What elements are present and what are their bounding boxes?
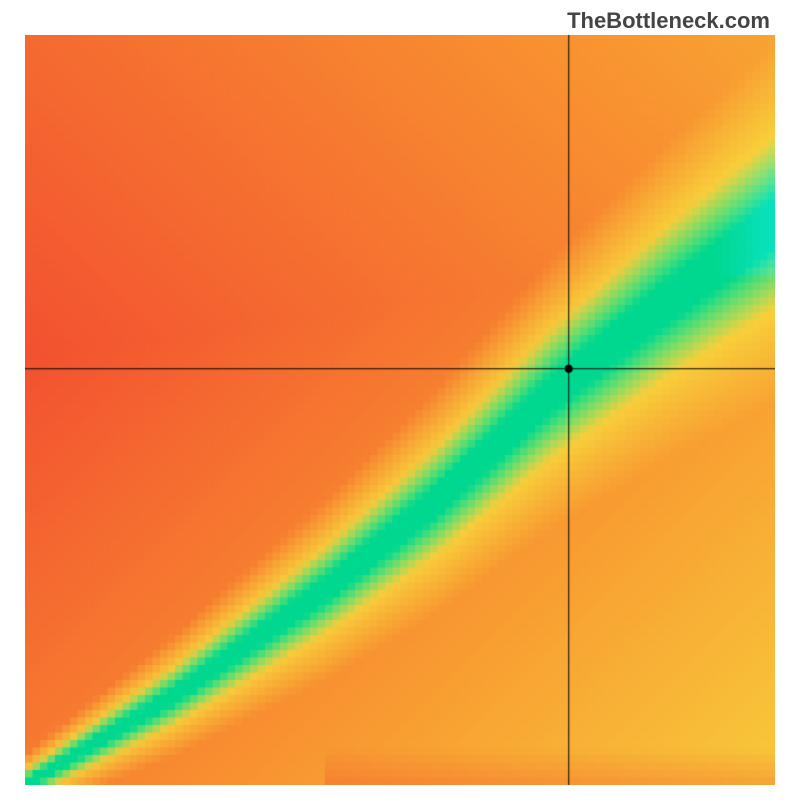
watermark-text: TheBottleneck.com — [567, 8, 770, 34]
chart-container: TheBottleneck.com — [0, 0, 800, 800]
heatmap-canvas — [25, 35, 775, 785]
plot-area — [25, 35, 775, 785]
